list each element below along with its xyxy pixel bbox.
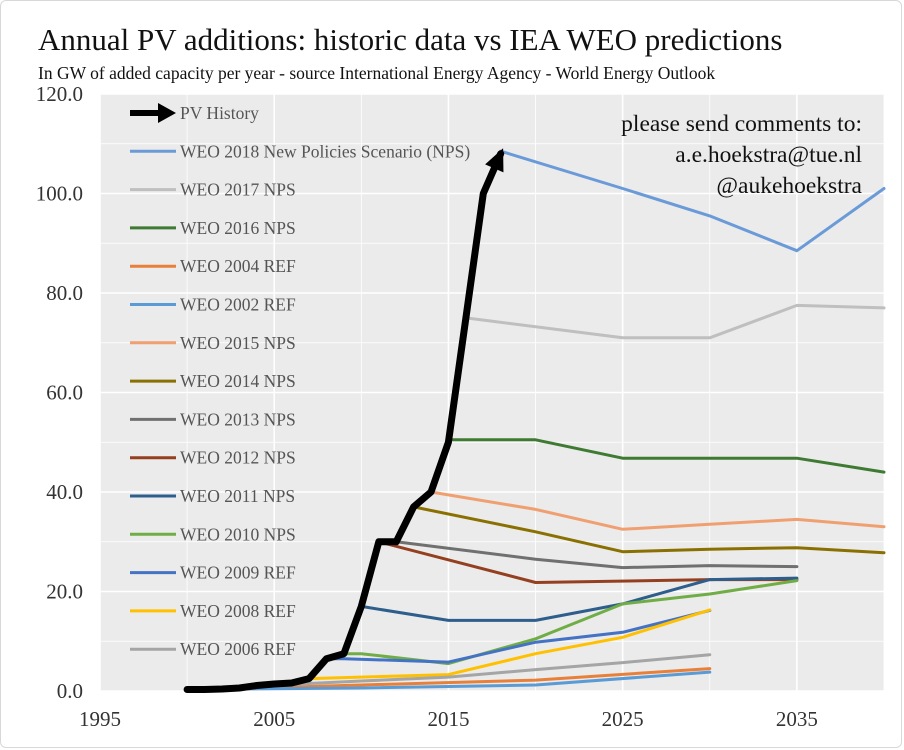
legend-item: WEO 2012 NPS [130, 448, 296, 468]
legend-item: WEO 2016 NPS [130, 218, 296, 238]
history-arrowhead [485, 148, 504, 173]
legend-label: WEO 2012 NPS [180, 448, 296, 468]
legend-label: WEO 2016 NPS [180, 218, 296, 238]
legend-item: PV History [130, 103, 259, 123]
legend-label: PV History [180, 103, 259, 123]
series-line [394, 540, 799, 570]
legend-item: WEO 2014 NPS [130, 371, 296, 391]
legend-label: WEO 2004 REF [180, 256, 296, 276]
annotation-line: @aukehoekstra [716, 173, 862, 199]
legend-label: WEO 2013 NPS [180, 409, 296, 429]
y-tick-label: 100.0 [36, 182, 83, 206]
y-tick-label: 120.0 [36, 82, 83, 106]
y-tick-label: 80.0 [46, 281, 83, 305]
series-line [255, 653, 712, 688]
legend-item: WEO 2015 NPS [130, 333, 296, 353]
y-tick-label: 40.0 [46, 480, 83, 504]
series-line [220, 667, 712, 691]
series-line [307, 608, 712, 681]
legend-item: WEO 2010 NPS [130, 524, 296, 544]
legend-label: WEO 2018 New Policies Scenario (NPS) [180, 141, 470, 161]
legend-arrow-icon [158, 103, 176, 123]
legend-label: WEO 2008 REF [180, 601, 296, 621]
legend-item: WEO 2009 REF [130, 563, 296, 583]
legend-item: WEO 2011 NPS [130, 486, 295, 506]
legend-label: WEO 2006 REF [180, 639, 296, 659]
x-tick-label: 2025 [602, 707, 644, 731]
y-tick-label: 20.0 [46, 580, 83, 604]
x-tick-label: 1995 [79, 707, 121, 731]
legend-label: WEO 2017 NPS [180, 180, 296, 200]
legend-label: WEO 2014 NPS [180, 371, 296, 391]
chart-title: Annual PV additions: historic data vs IE… [38, 22, 783, 57]
legend-item: WEO 2013 NPS [130, 409, 296, 429]
legend-item: WEO 2004 REF [130, 256, 296, 276]
chart-subtitle: In GW of added capacity per year - sourc… [38, 63, 716, 83]
legend-label: WEO 2009 REF [180, 563, 296, 583]
legend-label: WEO 2002 REF [180, 295, 296, 315]
legend-label: WEO 2011 NPS [180, 486, 295, 506]
series-line [342, 579, 799, 666]
y-tick-label: 0.0 [57, 679, 83, 703]
legend-item: WEO 2008 REF [130, 601, 296, 621]
series-line [325, 608, 712, 664]
series-line [359, 576, 799, 622]
legend-item: WEO 2002 REF [130, 295, 296, 315]
y-tick-label: 60.0 [46, 381, 83, 405]
series-line [429, 490, 886, 531]
x-tick-label: 2005 [253, 707, 295, 731]
x-tick-label: 2015 [427, 707, 469, 731]
legend-item: WEO 2018 New Policies Scenario (NPS) [130, 141, 470, 161]
legend-item: WEO 2006 REF [130, 639, 296, 659]
series-line [412, 505, 886, 555]
annotation-line: a.e.hoekstra@tue.nl [675, 142, 862, 168]
series-line [499, 149, 886, 253]
series-line [183, 150, 505, 693]
legend-label: WEO 2015 NPS [180, 333, 296, 353]
series-line [185, 670, 712, 691]
legend-label: WEO 2010 NPS [180, 524, 296, 544]
annotation-line: please send comments to: [621, 111, 862, 137]
series-line [446, 438, 886, 474]
x-tick-label: 2035 [776, 707, 818, 731]
series-line [464, 303, 886, 340]
legend-item: WEO 2017 NPS [130, 180, 296, 200]
